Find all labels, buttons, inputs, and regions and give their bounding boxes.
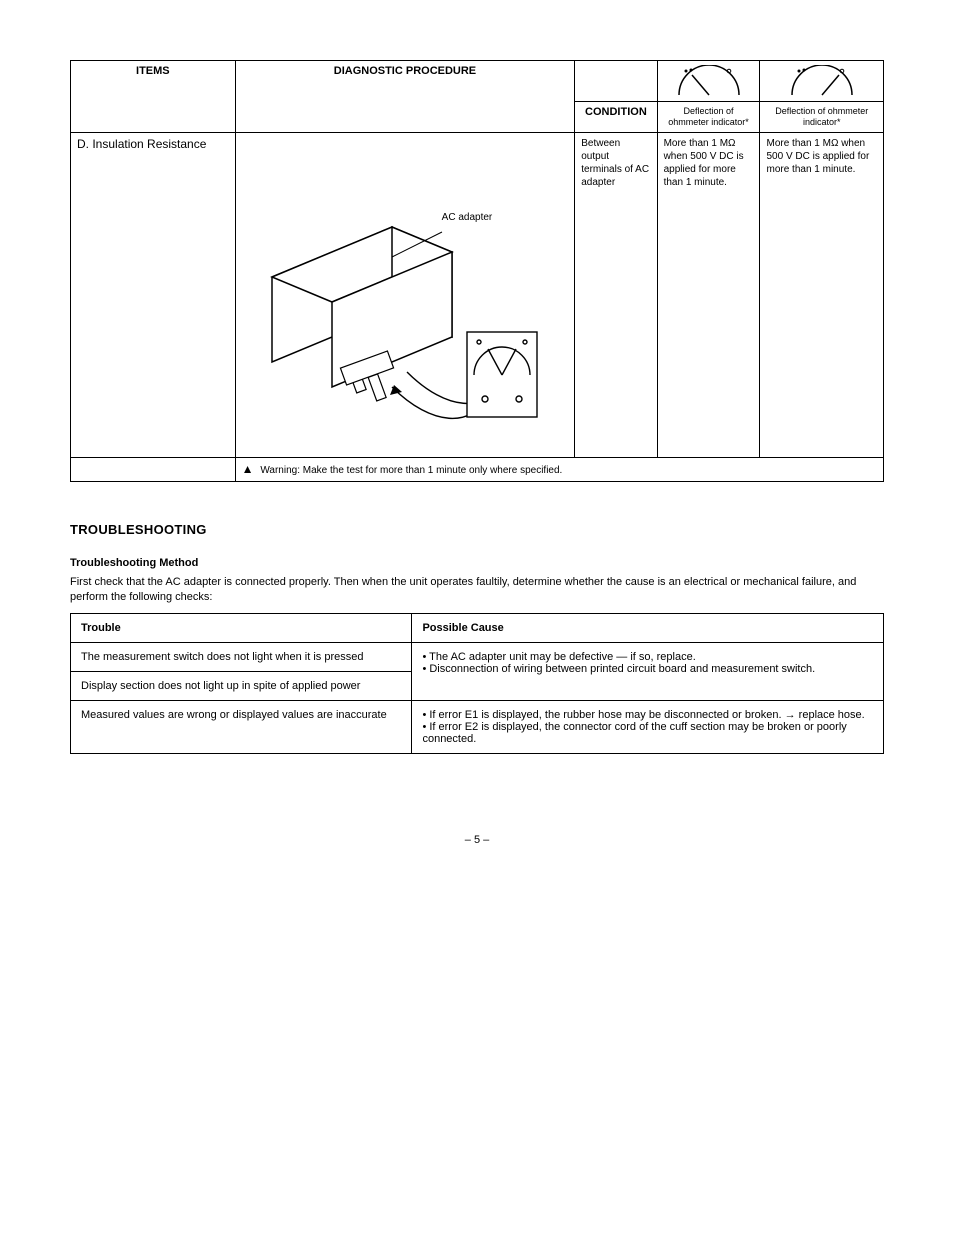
- gauge-left-caption: Deflection of ohmmeter indicator*: [657, 102, 760, 133]
- page-number: – 5 –: [70, 834, 884, 846]
- item-cell: D. Insulation Resistance: [71, 132, 236, 457]
- ts-row: The measurement switch does not light wh…: [71, 642, 884, 671]
- hdr-condition: [575, 61, 657, 102]
- table-header-row: ITEMS DIAGNOSTIC PROCEDURE: [71, 61, 884, 102]
- diag-warning-row: ▲ Warning: Make the test for more than 1…: [71, 457, 884, 482]
- hdr-items: ITEMS: [71, 61, 236, 133]
- ts-trouble: Display section does not light up in spi…: [71, 671, 412, 700]
- diag-body-row: D. Insulation Resistance: [71, 132, 884, 457]
- item-letter: D: [77, 137, 86, 151]
- gauge-icon: [787, 65, 857, 97]
- ts-cause: • If error E1 is displayed, the rubber h…: [412, 700, 884, 753]
- adapter-diagram: [242, 137, 552, 437]
- hdr-procedure: DIAGNOSTIC PROCEDURE: [235, 61, 575, 133]
- gauge-right-caption: Deflection of ohmmeter indicator*: [760, 102, 884, 133]
- item-name: Insulation Resistance: [92, 137, 206, 151]
- gauge-right: [760, 61, 884, 102]
- hdr-condition-label: CONDITION: [575, 102, 657, 133]
- method-title: Troubleshooting Method: [70, 557, 884, 569]
- troubleshoot-table: Trouble Possible Cause The measurement s…: [70, 613, 884, 754]
- condition-cell: Between output terminals of AC adapter: [575, 132, 657, 457]
- ts-hdr-cause: Possible Cause: [412, 613, 884, 642]
- warning-cell: ▲ Warning: Make the test for more than 1…: [235, 457, 883, 482]
- procedure-cell: AC adapter: [235, 132, 575, 457]
- std-right-cell: More than 1 MΩ when 500 V DC is applied …: [760, 132, 884, 457]
- warning-pad: [71, 457, 236, 482]
- ts-trouble: The measurement switch does not light wh…: [71, 642, 412, 671]
- ts-header-row: Trouble Possible Cause: [71, 613, 884, 642]
- ts-hdr-trouble: Trouble: [71, 613, 412, 642]
- section-title: TROUBLESHOOTING: [70, 522, 884, 537]
- ts-row: Measured values are wrong or displayed v…: [71, 700, 884, 753]
- ts-trouble: Measured values are wrong or displayed v…: [71, 700, 412, 753]
- gauge-left: [657, 61, 760, 102]
- diagnostic-table: ITEMS DIAGNOSTIC PROCEDURE: [70, 60, 884, 482]
- intro-text: First check that the AC adapter is conne…: [70, 575, 884, 605]
- page: ITEMS DIAGNOSTIC PROCEDURE: [0, 0, 954, 886]
- gauge-icon: [674, 65, 744, 97]
- adapter-label: AC adapter: [442, 212, 522, 223]
- warning-icon: ▲: [242, 462, 254, 476]
- ts-cause: • The AC adapter unit may be defective —…: [412, 642, 884, 700]
- std-left-cell: More than 1 MΩ when 500 V DC is applied …: [657, 132, 760, 457]
- warning-text: Warning: Make the test for more than 1 m…: [260, 465, 562, 476]
